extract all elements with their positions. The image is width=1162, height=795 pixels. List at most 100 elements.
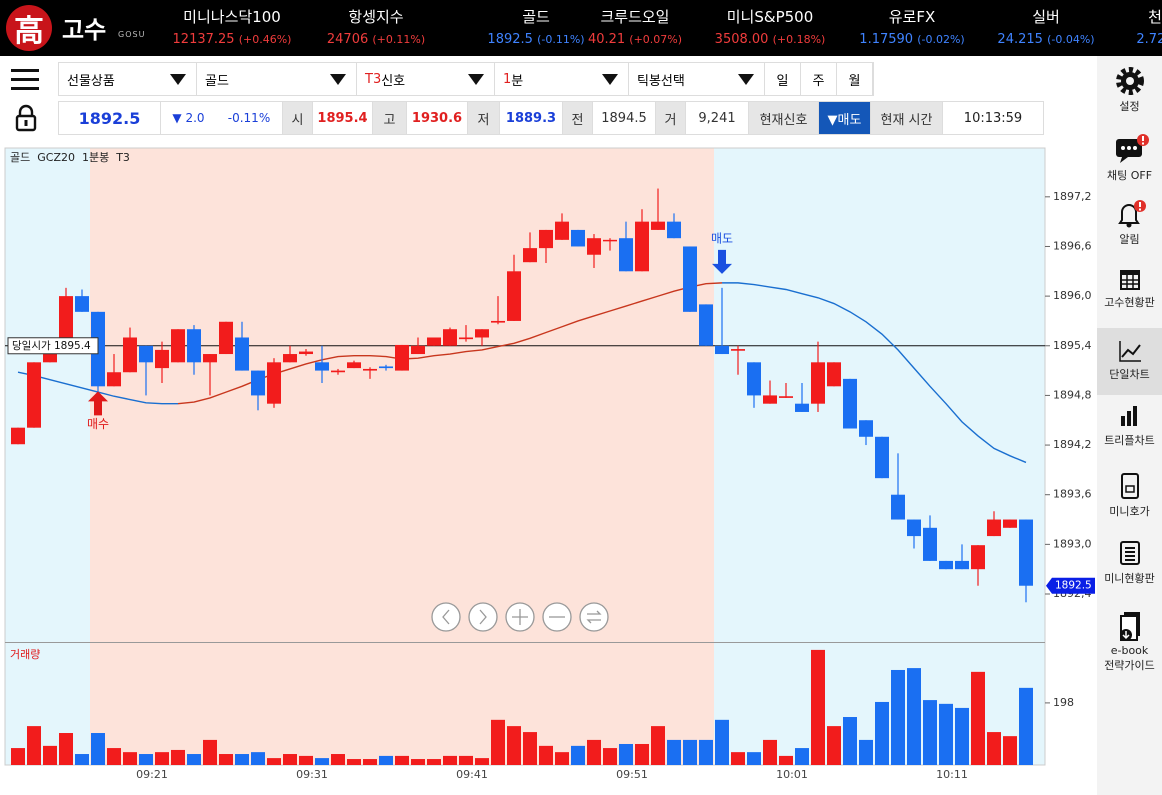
- candle-body: [923, 527, 937, 561]
- candle-body: [763, 395, 777, 404]
- ticker[interactable]: 유로FX 1.17590 (-0.02%): [837, 0, 987, 47]
- candle-body: [987, 519, 1001, 537]
- volume-bar: [299, 755, 313, 765]
- volume-bar: [667, 739, 681, 765]
- candle-body: [859, 420, 873, 437]
- ticker[interactable]: 골드 1892.5 (-0.11%): [461, 0, 611, 47]
- signal-arrow: [88, 391, 108, 416]
- candle-body: [507, 271, 521, 321]
- candle-body: [795, 403, 809, 412]
- ticker[interactable]: 미니나스닥100 12137.25 (+0.46%): [157, 0, 307, 47]
- ticker-change: (+0.18%): [772, 33, 826, 46]
- dropdown-prefix: T3: [365, 71, 382, 87]
- quote-price: 1892.5: [59, 102, 161, 134]
- ticker-value: 40.21: [587, 32, 626, 47]
- candle-body: [587, 238, 601, 255]
- ticker[interactable]: 천 2.728: [1080, 0, 1162, 47]
- sidebar-item[interactable]: 고수현황판: [1097, 268, 1162, 310]
- candle-body: [171, 329, 185, 363]
- volume-bar: [75, 754, 89, 765]
- candle-body: [27, 362, 41, 428]
- icon: [1119, 612, 1140, 641]
- volume-bar: [715, 719, 729, 765]
- candle-body: [747, 362, 761, 396]
- quote-bar: 1892.5 ▼ 2.0 -0.11% 시 1895.4 고 1930.6 저 …: [58, 101, 1044, 135]
- dropdown-text: 분: [511, 73, 524, 89]
- sidebar-item[interactable]: 알림: [1097, 200, 1162, 247]
- candle-body: [651, 221, 665, 230]
- volume-bar: [123, 752, 137, 765]
- dropdown[interactable]: 틱봉선택: [629, 63, 765, 95]
- candle-body: [715, 345, 729, 355]
- period-button[interactable]: 일: [765, 63, 801, 95]
- icon: [1120, 406, 1137, 426]
- scroll-right[interactable]: [468, 602, 498, 632]
- dropdown-text: 틱봉선택: [637, 73, 685, 89]
- y-tick-label: 1893,6: [1053, 488, 1092, 501]
- sidebar-item[interactable]: 설정: [1097, 64, 1162, 114]
- ticker-value: 3508.00: [714, 32, 769, 47]
- sidebar-item[interactable]: 미니현황판: [1097, 540, 1162, 586]
- period-button[interactable]: 월: [837, 63, 873, 95]
- y-tick-label: 1893,0: [1053, 537, 1092, 550]
- menu-button[interactable]: [11, 68, 39, 90]
- candle-body: [75, 296, 89, 312]
- candle-body: [1003, 519, 1017, 528]
- y-tick-label: 1897,2: [1053, 190, 1092, 203]
- candle-body: [811, 362, 825, 404]
- icon: [1117, 200, 1146, 228]
- icon: [1119, 270, 1140, 290]
- candle-body: [395, 344, 409, 371]
- volume-bar: [171, 749, 185, 765]
- ticker[interactable]: 크루드오일 40.21 (+0.07%): [560, 0, 710, 47]
- ticker-change: (-0.04%): [1047, 33, 1095, 46]
- candle-body: [635, 221, 649, 272]
- sidebar-item[interactable]: 채팅 OFF: [1097, 134, 1162, 183]
- ticker-name: 미니S&P500: [726, 8, 814, 26]
- toolbar: 선물상품 골드 T3 신호 1 분 틱봉선택 일 주 월: [58, 62, 874, 96]
- volume-bar: [779, 755, 793, 765]
- top-bar: 高 고수 GOSU 미니나스닥100 12137.25 (+0.46%) 항셍지수 2…: [0, 0, 1162, 56]
- ticker[interactable]: 실버 24.215 (-0.04%): [971, 0, 1121, 47]
- volume-bar: [411, 759, 425, 765]
- sidebar-item[interactable]: 미니호가: [1097, 472, 1162, 519]
- candle-body: [619, 238, 633, 272]
- reset[interactable]: [579, 602, 609, 632]
- dropdown-arrow: [602, 74, 618, 85]
- x-tick-label: 09:41: [456, 768, 488, 781]
- candle-body: [267, 362, 281, 404]
- ticker[interactable]: 항셍지수 24706 (+0.11%): [301, 0, 451, 47]
- zoom-out[interactable]: [542, 602, 572, 632]
- reference-label-box: [7, 337, 99, 355]
- brand[interactable]: 고수: [62, 16, 107, 44]
- volume-bar: [491, 719, 505, 765]
- volume-bar: [843, 717, 857, 765]
- sidebar-label: 전략가이드: [1104, 659, 1155, 672]
- candle-body: [571, 229, 585, 247]
- chart: 골드 GCZ20 1분봉 T3 거래량 1897,2 1896,6 1896,0 18…: [4, 147, 1095, 781]
- volume-bar: [331, 754, 345, 765]
- ticker-quote: 12137.25 (+0.46%): [157, 32, 307, 47]
- volume-bar: [27, 726, 41, 765]
- candle-body: [939, 560, 953, 570]
- volume-bar: [731, 752, 745, 765]
- volume-bar: [59, 733, 73, 765]
- dropdown[interactable]: T3 신호: [357, 63, 495, 95]
- scroll-left[interactable]: [431, 602, 461, 632]
- quote-change-pct: -0.11%: [216, 102, 283, 134]
- sidebar-item[interactable]: e-book 전략가이드: [1097, 608, 1162, 673]
- volume-bar: [11, 748, 25, 765]
- zoom-in[interactable]: [505, 602, 535, 632]
- sidebar-item[interactable]: 트리플차트: [1097, 404, 1162, 448]
- lock-icon[interactable]: [14, 104, 38, 132]
- volume-bar: [363, 759, 377, 765]
- dropdown[interactable]: 골드: [197, 63, 357, 95]
- ticker[interactable]: 미니S&P500 3508.00 (+0.18%): [695, 0, 845, 47]
- period-button[interactable]: 주: [801, 63, 837, 95]
- dropdown-prefix: 1: [503, 71, 512, 87]
- signal-zone: [90, 148, 714, 765]
- sidebar-item-selected[interactable]: 단일차트: [1097, 328, 1162, 395]
- x-tick-label: 09:31: [296, 768, 328, 781]
- dropdown[interactable]: 선물상품: [59, 63, 197, 95]
